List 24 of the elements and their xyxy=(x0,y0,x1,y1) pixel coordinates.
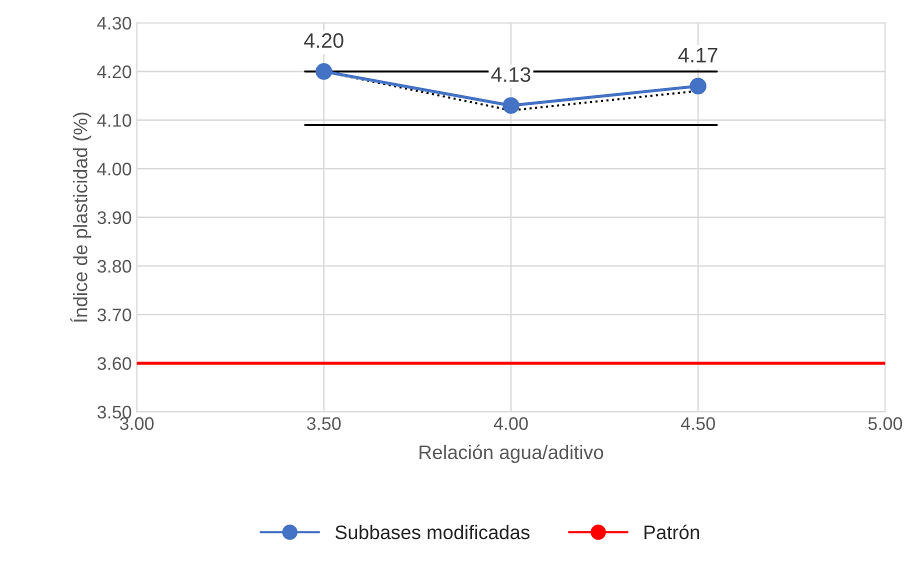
x-axis-title: Relación agua/aditivo xyxy=(420,444,604,463)
data-label: 4.17 xyxy=(678,48,718,62)
y-axis-title: Índice de plasticidad (%) xyxy=(70,112,92,322)
point xyxy=(690,78,706,94)
y-tick-label: 4.00 xyxy=(97,162,132,176)
y-tick-label: 3.60 xyxy=(97,357,132,370)
y-tick-label: 3.50 xyxy=(97,406,132,419)
y-tick-label: 3.80 xyxy=(97,260,132,273)
x-tick-label: 3.00 xyxy=(120,417,154,430)
data-label: 4.13 xyxy=(491,67,530,82)
x-tick-label: 4.50 xyxy=(680,417,715,430)
x-tick-label: 5.00 xyxy=(868,417,902,430)
x-tick-label: 3.50 xyxy=(306,417,341,430)
point xyxy=(316,63,332,80)
legend-label: Subbases modificadas xyxy=(335,524,530,540)
point xyxy=(502,97,520,114)
legend-label: Patrón xyxy=(644,524,700,540)
y-tick-label: 4.30 xyxy=(97,16,132,30)
y-tick-label: 3.90 xyxy=(97,211,132,224)
data-label: 4.20 xyxy=(304,33,344,48)
y-tick-label: 4.20 xyxy=(97,65,132,78)
x-tick-label: 4.00 xyxy=(494,417,528,430)
y-tick-label: 4.10 xyxy=(97,114,132,127)
y-tick-label: 3.70 xyxy=(97,308,132,322)
